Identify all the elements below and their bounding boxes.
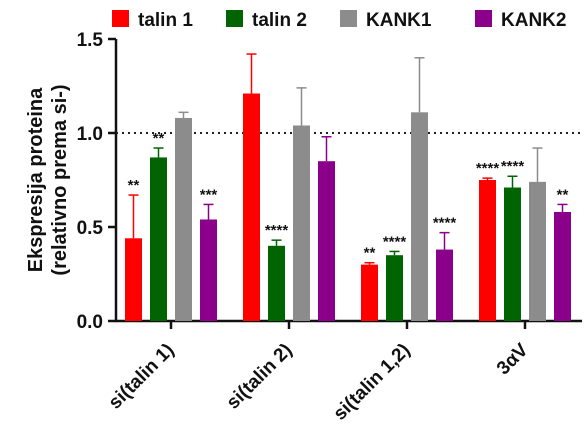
significance-label: **** <box>383 233 407 250</box>
y-tick-label: 1.5 <box>77 30 104 51</box>
x-category-label: 3αV <box>493 339 533 379</box>
significance-label: *** <box>200 186 218 203</box>
bar <box>243 93 260 322</box>
bar <box>150 157 167 321</box>
bar <box>436 249 453 321</box>
legend-label: talin 2 <box>252 10 307 31</box>
bar <box>529 181 546 321</box>
x-category-label: si(talin 1) <box>105 340 179 414</box>
bar <box>318 161 335 321</box>
significance-label: ** <box>364 245 376 262</box>
significance-label: ** <box>557 186 569 203</box>
y-tick-label: 0.5 <box>77 218 104 239</box>
bar <box>386 255 403 321</box>
legend-label: talin 1 <box>138 10 193 31</box>
significance-label: **** <box>433 215 457 232</box>
bar <box>293 125 310 321</box>
legend-label: KANK1 <box>366 10 432 31</box>
x-category-label: si(talin 1,2) <box>330 340 415 425</box>
bar <box>504 187 521 321</box>
bar <box>200 219 217 321</box>
bar <box>554 211 571 321</box>
significance-label: **** <box>501 158 525 175</box>
y-tick-label: 1.0 <box>77 124 103 145</box>
legend-swatch <box>112 10 129 27</box>
significance-label: **** <box>476 160 500 177</box>
legend-swatch <box>226 10 243 27</box>
significance-label: **** <box>265 222 289 239</box>
bar <box>361 264 378 321</box>
bar <box>175 117 192 322</box>
bar <box>411 112 428 321</box>
legend-swatch <box>475 10 492 27</box>
y-axis-label-line2: (relativno prema si-) <box>49 84 71 275</box>
legend-label: KANK2 <box>501 10 566 31</box>
x-category-label: si(talin 2) <box>223 340 297 414</box>
significance-label: ** <box>153 130 165 147</box>
significance-label: ** <box>128 177 140 194</box>
bar <box>479 180 496 321</box>
legend-swatch <box>340 10 357 27</box>
bar <box>125 238 142 321</box>
y-axis-label: Ekspresija proteina <box>25 87 47 272</box>
y-tick-label: 0.0 <box>77 312 103 333</box>
bar <box>268 245 285 321</box>
